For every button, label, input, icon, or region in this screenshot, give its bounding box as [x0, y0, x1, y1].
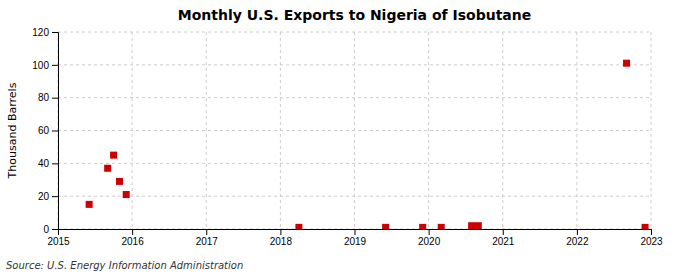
- point: [104, 165, 111, 172]
- y-tick: 60: [38, 125, 58, 136]
- point: [382, 224, 389, 229]
- y-tick-mark: [52, 65, 58, 66]
- x-grid-line: [206, 32, 207, 229]
- x-tick: 2015: [47, 229, 70, 247]
- y-tick-label: 120: [32, 27, 49, 38]
- x-tick-label: 2018: [270, 236, 293, 247]
- point: [642, 224, 649, 229]
- y-tick-mark: [52, 98, 58, 99]
- x-tick-mark: [355, 229, 356, 235]
- grid: [58, 32, 651, 229]
- y-tick-label: 100: [32, 60, 49, 71]
- point: [295, 224, 302, 229]
- x-tick: 2022: [566, 229, 589, 247]
- x-tick-mark: [429, 229, 430, 235]
- point: [468, 222, 475, 229]
- y-tick: 0: [43, 224, 58, 235]
- y-grid-line: [58, 32, 651, 33]
- y-tick: 100: [32, 60, 58, 71]
- y-grid-line: [58, 196, 651, 197]
- y-tick-mark: [52, 163, 58, 164]
- y-tick-label: 0: [43, 224, 49, 235]
- point: [123, 191, 130, 198]
- x-axis-line: [59, 230, 652, 236]
- x-tick-mark: [577, 229, 578, 235]
- y-tick-mark: [52, 196, 58, 197]
- x-tick-label: 2020: [418, 236, 441, 247]
- point: [419, 224, 426, 229]
- x-tick-mark: [280, 229, 281, 235]
- point: [475, 222, 482, 229]
- x-tick: 2023: [640, 229, 663, 247]
- annotation: Source: U.S. Energy Information Administ…: [6, 260, 243, 271]
- x-axis: 2015 2016 2017 2018 2019 2020 2021 2022 2023: [47, 229, 663, 247]
- y-tick-label: 20: [38, 191, 50, 202]
- x-tick-label: 2021: [492, 236, 515, 247]
- x-tick-label: 2016: [122, 236, 145, 247]
- point: [623, 60, 630, 67]
- y-tick-label: 40: [38, 158, 50, 169]
- y-tick: 20: [38, 191, 58, 202]
- x-tick-mark: [651, 229, 652, 235]
- point: [438, 224, 445, 229]
- x-tick: 2021: [492, 229, 515, 247]
- y-grid-line: [58, 97, 651, 98]
- y-tick-mark: [52, 229, 58, 230]
- x-grid-line: [428, 32, 429, 229]
- x-tick: 2018: [270, 229, 293, 247]
- y-tick-mark: [52, 131, 58, 132]
- y-grid-line: [58, 163, 651, 164]
- y-grid-line: [58, 130, 651, 131]
- plot-area: 2015 2016 2017 2018 2019 2020 2021 2022 2023 0 20 4…: [32, 27, 663, 247]
- y-axis-label: Thousand Barrels: [6, 82, 19, 179]
- point: [86, 201, 93, 208]
- x-tick: 2019: [344, 229, 367, 247]
- y-tick: 40: [38, 158, 58, 169]
- x-tick-label: 2017: [196, 236, 219, 247]
- point: [116, 178, 123, 185]
- y-axis-line: [52, 33, 59, 230]
- x-tick: 2016: [122, 229, 145, 247]
- x-tick-label: 2023: [640, 236, 663, 247]
- x-tick-mark: [206, 229, 207, 235]
- y-grid-line: [58, 64, 651, 65]
- x-tick-mark: [132, 229, 133, 235]
- y-tick-label: 80: [38, 92, 50, 103]
- x-tick-label: 2019: [344, 236, 367, 247]
- y-axis: 0 20 40 60 80 100 120: [32, 27, 58, 235]
- x-tick-label: 2022: [566, 236, 589, 247]
- chart: 2015 2016 2017 2018 2019 2020 2021 2022 2023 0 20 4…: [0, 0, 675, 275]
- x-tick-label: 2015: [47, 236, 70, 247]
- point: [110, 152, 117, 159]
- x-tick: 2020: [418, 229, 441, 247]
- y-tick-label: 60: [38, 125, 50, 136]
- title: Monthly U.S. Exports to Nigeria of Isobu…: [178, 7, 532, 23]
- x-tick-mark: [503, 229, 504, 235]
- y-tick: 80: [38, 92, 58, 103]
- x-tick: 2017: [196, 229, 219, 247]
- points: [86, 60, 649, 229]
- y-tick: 120: [32, 27, 58, 38]
- y-tick-mark: [52, 32, 58, 33]
